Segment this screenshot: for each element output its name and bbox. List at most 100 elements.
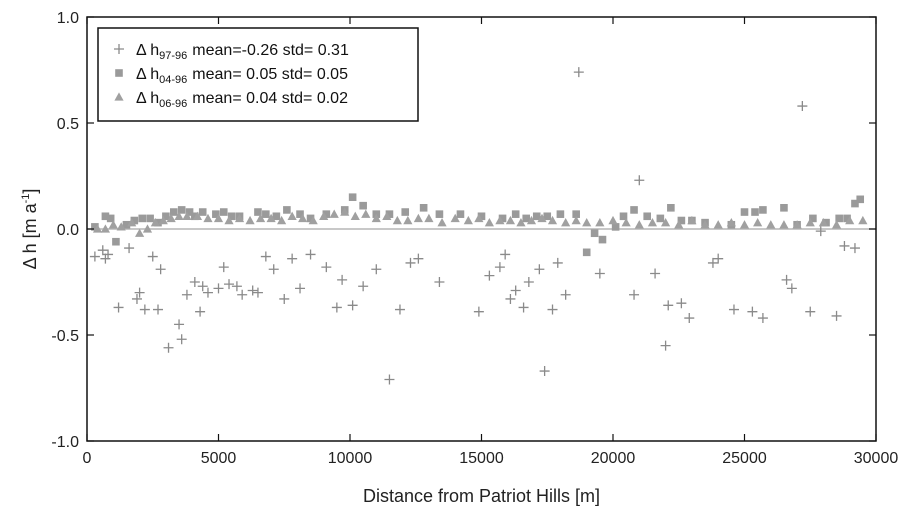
data-point-square bbox=[227, 212, 236, 221]
data-point-square bbox=[146, 214, 154, 223]
data-point-triangle bbox=[818, 218, 828, 227]
data-point-plus bbox=[797, 101, 808, 112]
data-point-square bbox=[582, 248, 591, 257]
data-point-plus bbox=[176, 334, 187, 345]
data-point-triangle bbox=[234, 213, 245, 223]
legend: Δ h97-96 mean=-0.26 std= 0.31Δ h04-96 mean… bbox=[97, 27, 419, 122]
data-point-plus bbox=[573, 67, 584, 78]
data-point-triangle bbox=[805, 218, 815, 227]
data-point-square bbox=[809, 214, 817, 223]
data-point-square bbox=[138, 214, 147, 223]
data-point-plus bbox=[260, 251, 271, 262]
data-point-triangle bbox=[463, 215, 473, 225]
data-point-triangle bbox=[135, 228, 145, 237]
data-point-square bbox=[419, 204, 428, 212]
data-point-plus bbox=[707, 257, 718, 268]
data-point-triangle bbox=[713, 220, 723, 229]
legend-label-subscript: 97-96 bbox=[159, 50, 187, 62]
data-point-triangle bbox=[150, 218, 160, 227]
data-point-square bbox=[590, 229, 599, 238]
data-point-square bbox=[162, 212, 170, 221]
data-point-plus bbox=[174, 319, 185, 330]
data-point-triangle bbox=[182, 211, 192, 220]
data-point-square bbox=[219, 208, 228, 216]
data-point-plus bbox=[252, 287, 263, 298]
data-point-plus bbox=[523, 277, 534, 287]
x-axis-title: Distance from Patriot Hills [m] bbox=[363, 486, 600, 506]
data-point-square bbox=[322, 210, 331, 218]
data-point-plus bbox=[547, 304, 558, 315]
legend-label-stats: mean=-0.26 std= 0.31 bbox=[192, 42, 349, 59]
x-tick-label: 15000 bbox=[459, 450, 504, 467]
data-point-triangle bbox=[537, 213, 547, 223]
data-point-plus bbox=[189, 277, 200, 287]
data-point-plus bbox=[713, 253, 724, 264]
data-point-triangle bbox=[277, 215, 287, 225]
data-point-square bbox=[851, 199, 859, 208]
y-axis: 1.0 0.5 0.0 -0.5 -1.0 bbox=[51, 10, 876, 451]
data-point-square bbox=[667, 204, 675, 212]
data-point-square bbox=[283, 206, 291, 214]
data-point-plus bbox=[305, 249, 316, 260]
data-point-square bbox=[191, 212, 199, 221]
data-point-plus bbox=[131, 293, 142, 304]
data-point-square bbox=[843, 214, 851, 223]
data-point-triangle bbox=[450, 213, 460, 223]
legend-label-symbol: Δ h bbox=[136, 66, 159, 83]
data-point-triangle bbox=[192, 211, 203, 220]
legend-label: Δ h04-96 mean= 0.05 std= 0.05 bbox=[136, 66, 348, 86]
data-point-triangle bbox=[245, 215, 255, 225]
data-point-triangle bbox=[484, 218, 494, 227]
data-point-square bbox=[477, 212, 486, 221]
data-point-triangle bbox=[403, 215, 413, 225]
data-point-plus bbox=[224, 279, 235, 290]
data-point-plus bbox=[831, 310, 842, 321]
data-point-triangle bbox=[213, 213, 224, 223]
data-point-plus bbox=[534, 264, 545, 275]
legend-marker-triangle bbox=[114, 92, 124, 101]
data-point-triangle bbox=[158, 215, 168, 225]
data-point-triangle bbox=[224, 215, 234, 225]
data-point-plus bbox=[231, 281, 242, 292]
data-point-square bbox=[619, 212, 628, 221]
data-point-triangle bbox=[413, 213, 423, 223]
data-point-square bbox=[122, 220, 131, 229]
data-point-square bbox=[306, 214, 315, 223]
data-point-plus bbox=[331, 302, 342, 313]
data-point-triangle bbox=[127, 218, 137, 227]
data-point-triangle bbox=[766, 220, 776, 229]
data-point-plus bbox=[384, 374, 395, 385]
data-point-triangle bbox=[674, 220, 684, 229]
plot-layer bbox=[87, 67, 876, 385]
data-point-plus bbox=[849, 243, 860, 254]
series-plus bbox=[89, 67, 860, 385]
data-point-triangle bbox=[298, 213, 308, 223]
data-point-plus bbox=[676, 298, 687, 309]
data-point-triangle bbox=[739, 220, 750, 229]
data-point-plus bbox=[287, 253, 298, 264]
data-point-plus bbox=[786, 283, 797, 294]
series-triangle bbox=[92, 207, 868, 237]
y-axis-title: Δ h [m a-1] bbox=[20, 189, 40, 270]
data-point-square bbox=[401, 208, 410, 216]
data-point-triangle bbox=[108, 220, 118, 229]
data-point-triangle bbox=[516, 218, 526, 227]
data-point-square bbox=[611, 223, 620, 231]
data-point-triangle bbox=[505, 215, 516, 225]
data-point-square bbox=[532, 212, 541, 221]
y-axis-title-close: ] bbox=[20, 189, 40, 194]
data-point-plus bbox=[405, 257, 416, 268]
legend-label-stats: mean= 0.05 std= 0.05 bbox=[192, 66, 348, 83]
data-point-plus bbox=[650, 268, 661, 279]
data-point-plus bbox=[434, 277, 445, 287]
legend-label-symbol: Δ h bbox=[136, 90, 159, 107]
data-point-square bbox=[112, 237, 120, 246]
data-point-plus bbox=[684, 313, 695, 324]
data-point-plus bbox=[155, 264, 166, 275]
data-point-square bbox=[198, 208, 207, 216]
data-point-plus bbox=[371, 264, 382, 275]
legend-label-stats: mean= 0.04 std= 0.02 bbox=[192, 90, 348, 107]
x-tick-label: 20000 bbox=[591, 450, 636, 467]
data-point-triangle bbox=[495, 215, 505, 225]
data-point-plus bbox=[815, 226, 826, 237]
